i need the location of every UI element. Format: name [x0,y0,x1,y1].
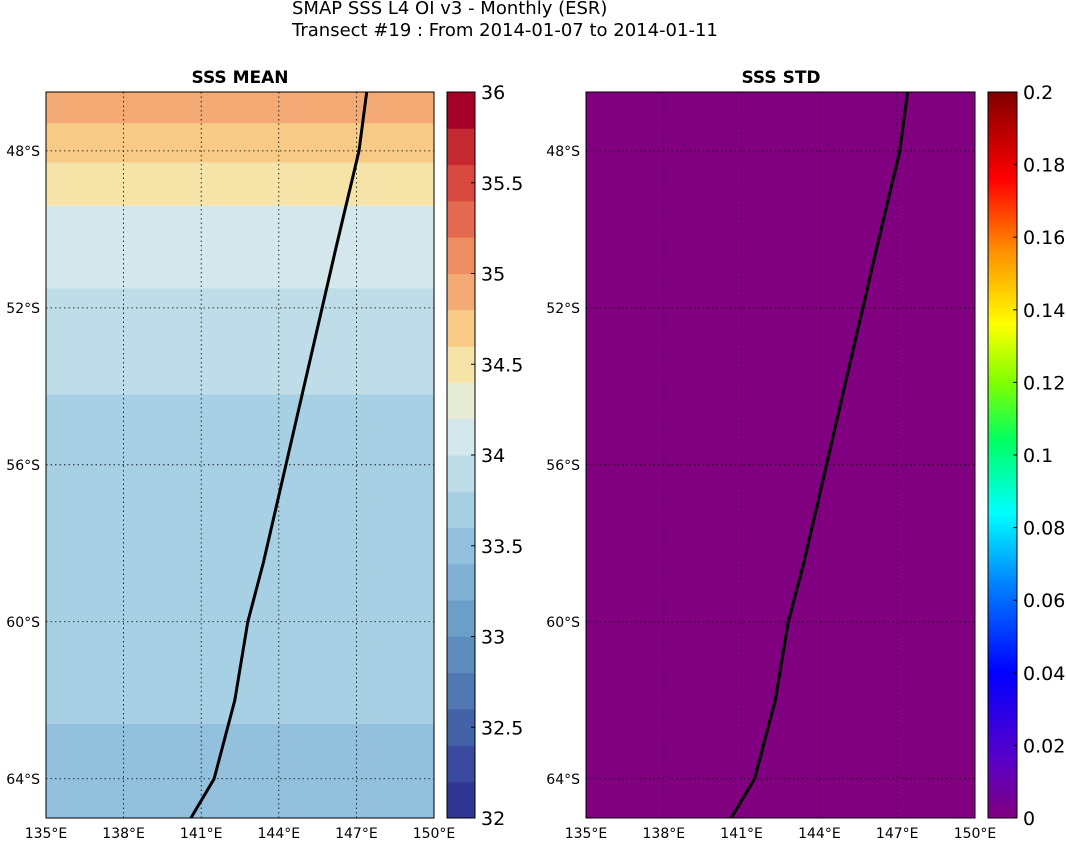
panel-sss-mean: SSS MEAN 135°E 138°E 141°E 144°E 147°E 150°E 48… [6,68,523,842]
salinity-band [46,123,434,163]
colorbar-tick-label: 33 [481,627,505,649]
colorbar-segment [447,309,475,347]
plot-frame [45,91,435,819]
y-tick-label: 48°S [546,144,580,160]
colorbar-segment [447,672,475,710]
transect-line [189,92,369,818]
colorbar-segment [447,527,475,565]
heatmap-field [586,92,975,818]
colorbar-segment [447,600,475,637]
colorbar-segment [447,745,475,783]
colorbar-tick-label: 35 [481,264,505,286]
salinity-band [46,205,434,289]
colorbar-tick-label: 35.5 [481,173,523,195]
x-tick-label: 138°E [643,826,686,842]
colorbar-segment [447,237,475,274]
y-tick-label: 52°S [546,301,580,317]
y-tick-label: 64°S [546,772,580,788]
colorbar-segment [447,92,475,129]
colorbar-tick-label: 0.18 [1023,155,1065,177]
colorbar-segment [447,455,475,492]
colorbar: 36 35.5 35 34.5 34 33.5 33 32.5 32 [446,82,523,830]
salinity-band [46,162,434,206]
y-tick-label: 56°S [546,458,580,474]
colorbar-tick-label: 0.02 [1023,735,1065,757]
x-tick-label: 150°E [413,826,456,842]
x-tick-label: 144°E [258,826,301,842]
y-tick-label: 48°S [6,144,40,160]
colorbar-tick-label: 0.12 [1023,372,1065,394]
colorbar-tick-label: 0.04 [1023,663,1065,685]
x-tick-label: 135°E [25,826,68,842]
colorbar-segment [447,418,475,456]
colorbar-segment [447,781,475,819]
panel-title: SSS STD [741,68,820,88]
x-tick-label: 135°E [565,826,608,842]
colorbar-segment [447,636,475,674]
panel-title: SSS MEAN [191,68,288,88]
colorbar-segment [447,709,475,746]
plot-frame [585,91,976,819]
colorbar: 0.2 0.18 0.16 0.14 0.12 0.1 0.08 0.06 0.04 0.02 0 [987,82,1065,830]
y-tick-label: 64°S [6,772,40,788]
y-tick-label: 56°S [6,458,40,474]
y-tick-label: 60°S [546,615,580,631]
colorbar-tick-label: 0.06 [1023,590,1065,612]
salinity-band [46,288,434,395]
colorbar-tick-label: 0.16 [1023,227,1065,249]
colorbar-tick-label: 32 [481,808,505,830]
colorbar-segment [447,563,475,601]
figure-title-line-2: Transect #19 : From 2014-01-07 to 2014-0… [292,20,718,41]
colorbar-tick-label: 32.5 [481,717,523,739]
colorbar-tick-label: 36 [481,82,505,104]
colorbar-segment [447,128,475,165]
colorbar-segment [447,491,475,528]
colorbar-segment [447,164,475,202]
colorbar-segment [447,273,475,311]
colorbar-tick-label: 0.14 [1023,300,1065,322]
transect-line [729,92,910,818]
colorbar-tick-label: 0.2 [1023,82,1053,104]
colorbar-gradient [988,92,1017,818]
salinity-band [46,723,434,818]
std-field [586,92,975,818]
y-tick-label: 52°S [6,301,40,317]
x-tick-label: 150°E [954,826,997,842]
x-tick-label: 144°E [798,826,841,842]
colorbar-tick-label: 34 [481,445,505,467]
salinity-band [46,92,434,124]
heatmap-field [46,92,434,818]
colorbar-segment [447,382,475,420]
x-tick-label: 147°E [876,826,919,842]
colorbar-segment [447,200,475,238]
x-tick-label: 141°E [180,826,223,842]
x-tick-label: 141°E [720,826,763,842]
y-tick-label: 60°S [6,615,40,631]
colorbar-segment [447,346,475,383]
colorbar-tick-label: 33.5 [481,536,523,558]
x-tick-label: 147°E [335,826,378,842]
x-tick-label: 138°E [102,826,145,842]
panel-sss-std: SSS STD 135°E 138°E 141°E 144°E 147°E 150°E 48°… [546,68,1065,842]
colorbar-tick-label: 0.08 [1023,518,1065,540]
colorbar-tick-label: 0.1 [1023,445,1053,467]
colorbar-tick-label: 0 [1023,808,1035,830]
colorbar-tick-label: 34.5 [481,354,523,376]
figure-title-line-1: SMAP SSS L4 OI v3 - Monthly (ESR) [292,0,608,19]
